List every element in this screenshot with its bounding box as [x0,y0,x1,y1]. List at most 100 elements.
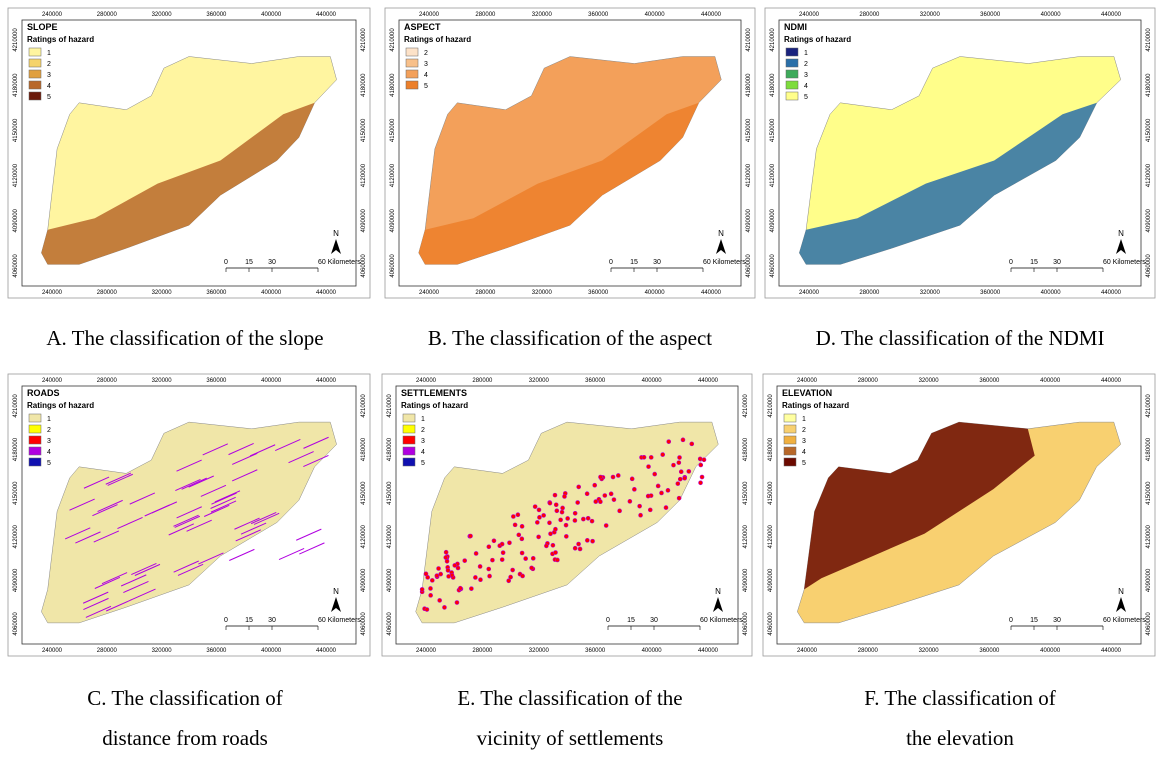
legend-swatch [783,413,797,423]
legend-title: Ratings of hazard [784,35,851,44]
settlement [646,464,651,469]
x-coordinate: 360000 [980,12,1001,18]
settlement [520,573,525,579]
map-panel: 240000 240000 280000 280000 320000 320000 3600… [7,7,371,350]
road [253,512,280,525]
scale-label: 0 [1009,617,1013,624]
y-coordinate: 4210000 [13,28,19,52]
legend-label: 1 [47,50,51,57]
legend-label: 2 [47,427,51,434]
region-zone [804,422,1035,590]
y-coordinate: 4090000 [770,208,776,232]
settlement [500,550,506,555]
road [188,475,214,488]
legend-swatch [785,91,799,101]
road [105,472,132,485]
y-coordinate: 4120000 [390,163,396,187]
y-coordinate: 4180000 [361,437,367,461]
settlement [660,452,666,457]
y-coordinate: 4120000 [361,524,367,548]
x-coordinate: 240000 [42,290,63,296]
settlement [598,499,603,505]
legend-label: 2 [804,61,808,68]
y-coordinate: 4150000 [770,118,776,142]
map-panel: 240000 240000 280000 280000 320000 320000 3600… [7,373,371,750]
y-coordinate: 4060000 [361,612,367,636]
x-coordinate: 280000 [475,290,496,296]
settlement [676,495,682,501]
x-coordinate: 440000 [316,378,337,384]
scale-label: 60 Kilometers [1103,259,1146,266]
settlement [655,483,661,489]
x-coordinate: 400000 [1041,290,1062,296]
settlement [424,607,430,612]
x-coordinate: 360000 [585,378,606,384]
legend-swatch [28,435,42,445]
legend-label: 3 [47,72,51,79]
road [64,527,91,540]
settlement [478,577,483,583]
x-coordinate: 440000 [1101,378,1122,384]
settlement [647,507,653,513]
legend-label: 3 [421,438,425,445]
north-label: N [333,229,339,238]
road [235,529,262,542]
y-coordinate: 4210000 [768,394,774,418]
caption: C. The classification of [87,686,283,710]
settlement [428,593,433,598]
x-coordinate: 360000 [588,290,609,296]
map-title: ROADS [27,388,60,398]
scale-label: 15 [1030,617,1038,624]
y-coordinate: 4180000 [390,73,396,97]
y-coordinate: 4150000 [13,118,19,142]
x-coordinate: 440000 [316,12,337,18]
region-zone [41,102,315,265]
settlement [592,482,598,488]
settlement [645,493,651,499]
legend-swatch [785,80,799,90]
settlement [585,538,590,543]
x-coordinate: 320000 [529,648,550,654]
caption: vicinity of settlements [477,726,664,750]
settlement [641,454,647,460]
x-coordinate: 240000 [797,648,818,654]
scale-label: 60 Kilometers [318,259,361,266]
settlement [698,480,703,486]
settlement [671,462,676,468]
y-coordinate: 4090000 [1146,568,1152,592]
x-coordinate: 400000 [1041,12,1062,18]
y-coordinate: 4150000 [746,118,752,142]
road [210,496,236,509]
settlement [577,546,583,552]
road [130,588,156,601]
settlement [627,499,633,504]
settlement [529,565,534,571]
y-coordinate: 4210000 [390,28,396,52]
legend-swatch [28,69,42,79]
y-coordinate: 4210000 [743,394,749,418]
settlement [701,457,707,463]
region-zone [418,102,699,265]
road [168,523,195,536]
scale-label: 30 [1053,617,1061,624]
road [131,562,157,576]
legend-label: 3 [804,72,808,79]
x-coordinate: 320000 [532,290,553,296]
x-coordinate: 320000 [529,378,550,384]
settlement [530,556,536,561]
road [69,498,95,511]
y-coordinate: 4210000 [361,28,367,52]
road [83,597,109,610]
y-coordinate: 4090000 [746,208,752,232]
road [231,452,258,465]
x-coordinate: 280000 [858,378,879,384]
settlement [584,491,590,497]
x-coordinate: 240000 [419,290,440,296]
settlement [698,462,704,468]
legend-label: 1 [804,50,808,57]
scale-label: 0 [1009,259,1013,266]
y-coordinate: 4150000 [387,481,393,505]
y-coordinate: 4180000 [1146,73,1152,97]
scale-label: 0 [606,617,610,624]
x-coordinate: 320000 [152,290,173,296]
